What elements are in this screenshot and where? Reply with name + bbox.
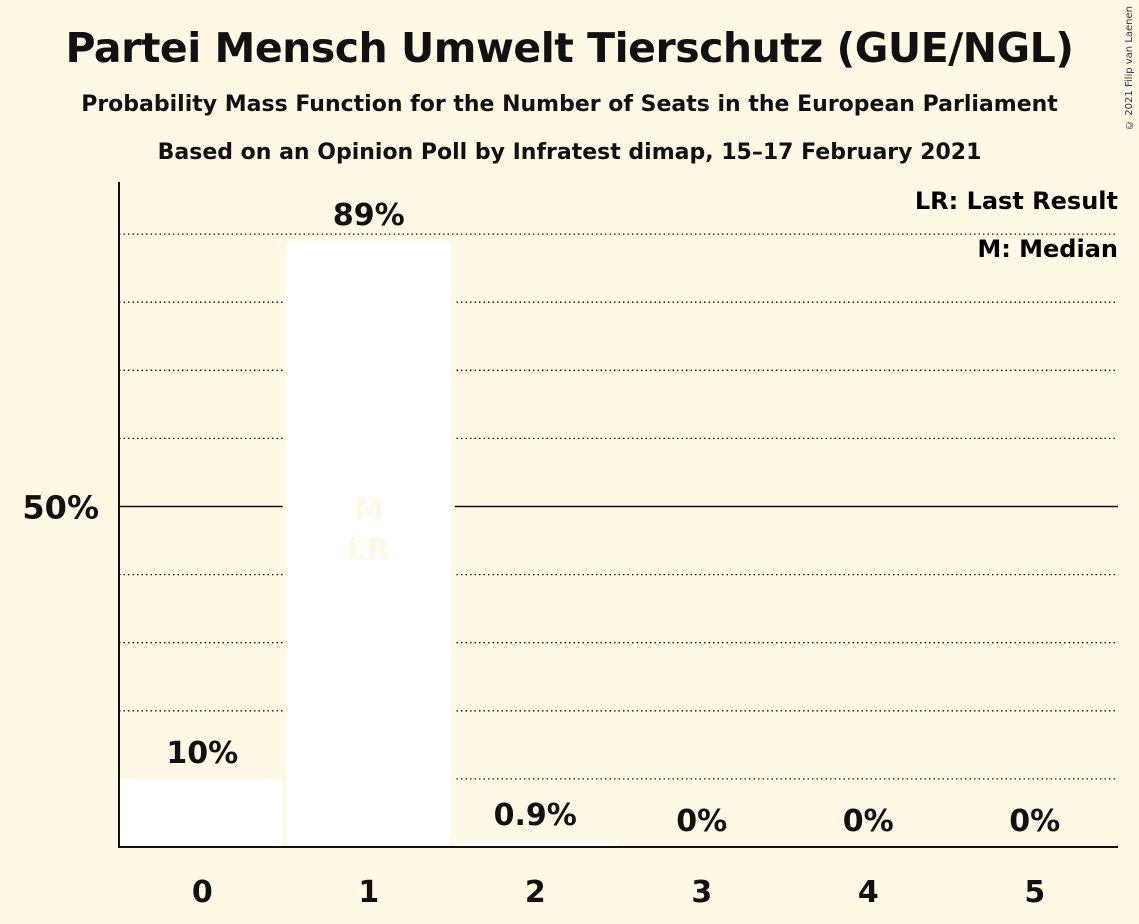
bar-value-label: 10%	[166, 736, 238, 771]
x-tick-label: 3	[691, 875, 712, 910]
bar	[120, 778, 285, 847]
bars	[116, 236, 622, 847]
bar-value-label: 89%	[333, 198, 405, 233]
x-tick-label: 4	[858, 875, 879, 910]
median-marker: M	[354, 493, 384, 528]
bar	[453, 840, 618, 847]
bar-value-label: 0.9%	[494, 798, 577, 833]
chart-source-subtitle: Based on an Opinion Poll by Infratest di…	[157, 140, 982, 165]
x-tick-label: 1	[358, 875, 379, 910]
chart-title: Partei Mensch Umwelt Tierschutz (GUE/NGL…	[65, 24, 1074, 72]
x-tick-label: 2	[525, 875, 546, 910]
bar-value-label: 0%	[676, 804, 727, 839]
bar-labels: 10% 0 89% M LR 1 0.9% 2 0% 3 0% 4 0% 5	[166, 198, 1060, 910]
gridlines	[119, 233, 1118, 780]
last-result-marker: LR	[348, 533, 390, 568]
x-tick-label: 0	[192, 875, 213, 910]
y-tick-label: 50%	[22, 489, 99, 527]
chart-subtitle: Probability Mass Function for the Number…	[81, 92, 1058, 117]
axes: 50%	[22, 182, 1118, 848]
bar-value-label: 0%	[1009, 804, 1060, 839]
bar-value-label: 0%	[843, 804, 894, 839]
legend-median: M: Median	[977, 235, 1118, 263]
legend-last-result: LR: Last Result	[915, 187, 1118, 215]
bar	[286, 240, 451, 847]
x-tick-label: 5	[1024, 875, 1045, 910]
